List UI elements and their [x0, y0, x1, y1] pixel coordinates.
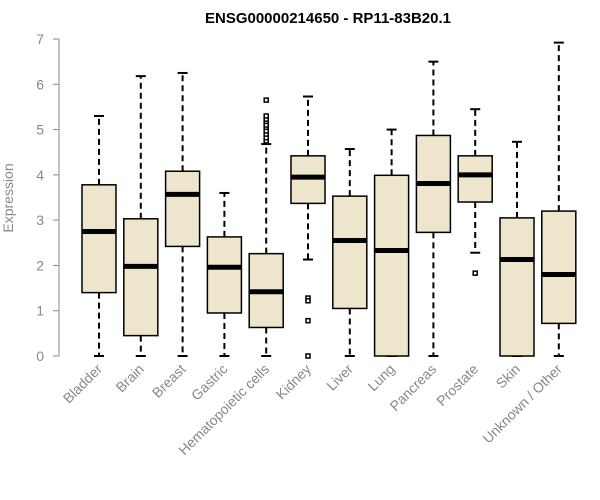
y-tick-label-3: 3	[36, 212, 44, 228]
x-tick-label: Bladder	[60, 361, 106, 407]
box-8	[415, 60, 452, 357]
outlier-point	[263, 97, 269, 103]
chart-title: ENSG00000214650 - RP11-83B20.1	[205, 10, 451, 27]
x-tick-label: Brain	[112, 361, 146, 395]
box-iqr	[332, 195, 368, 310]
outlier-point	[263, 113, 269, 119]
x-tick-label: Skin	[493, 361, 524, 392]
y-tick-label-6: 6	[36, 76, 44, 92]
box-iqr	[541, 210, 577, 325]
box-2	[164, 71, 201, 357]
box-11	[541, 41, 577, 357]
y-tick-label-1: 1	[36, 303, 44, 319]
y-tick-label-7: 7	[36, 31, 44, 47]
box-6	[332, 148, 368, 357]
y-axis-label: Expression	[0, 163, 16, 232]
box-iqr	[373, 174, 410, 357]
outlier-point	[305, 317, 311, 324]
box-iqr	[164, 170, 201, 248]
box-7	[373, 128, 410, 357]
x-tick-label: Unknown / Other	[479, 361, 565, 447]
boxes-group	[81, 41, 577, 359]
x-tick-label: Liver	[323, 361, 356, 394]
y-tick-label-5: 5	[36, 122, 44, 138]
x-tick-label: Prostate	[433, 361, 481, 409]
box-iqr	[206, 236, 243, 314]
y-axis: 0 1 2 3 4 5 6 7	[36, 31, 60, 364]
box-1	[123, 75, 159, 357]
y-tick-label-0: 0	[36, 348, 44, 364]
y-tick-label-4: 4	[36, 167, 44, 183]
outlier-point	[305, 353, 311, 359]
box-10	[499, 140, 535, 357]
outlier-point	[472, 270, 478, 276]
x-tick-label: Lung	[364, 361, 397, 394]
box-iqr	[81, 184, 117, 294]
y-tick-label-2: 2	[36, 257, 44, 273]
x-tick-label: Breast	[149, 361, 189, 401]
x-tick-label: Kidney	[273, 361, 315, 403]
box-3	[206, 191, 243, 357]
box-iqr	[457, 155, 493, 203]
box-0	[81, 114, 117, 357]
box-5	[290, 95, 326, 359]
box-9	[457, 108, 493, 276]
box-iqr	[499, 217, 535, 357]
box-4	[248, 97, 284, 357]
box-iqr	[123, 218, 159, 337]
outlier-point	[305, 298, 311, 304]
